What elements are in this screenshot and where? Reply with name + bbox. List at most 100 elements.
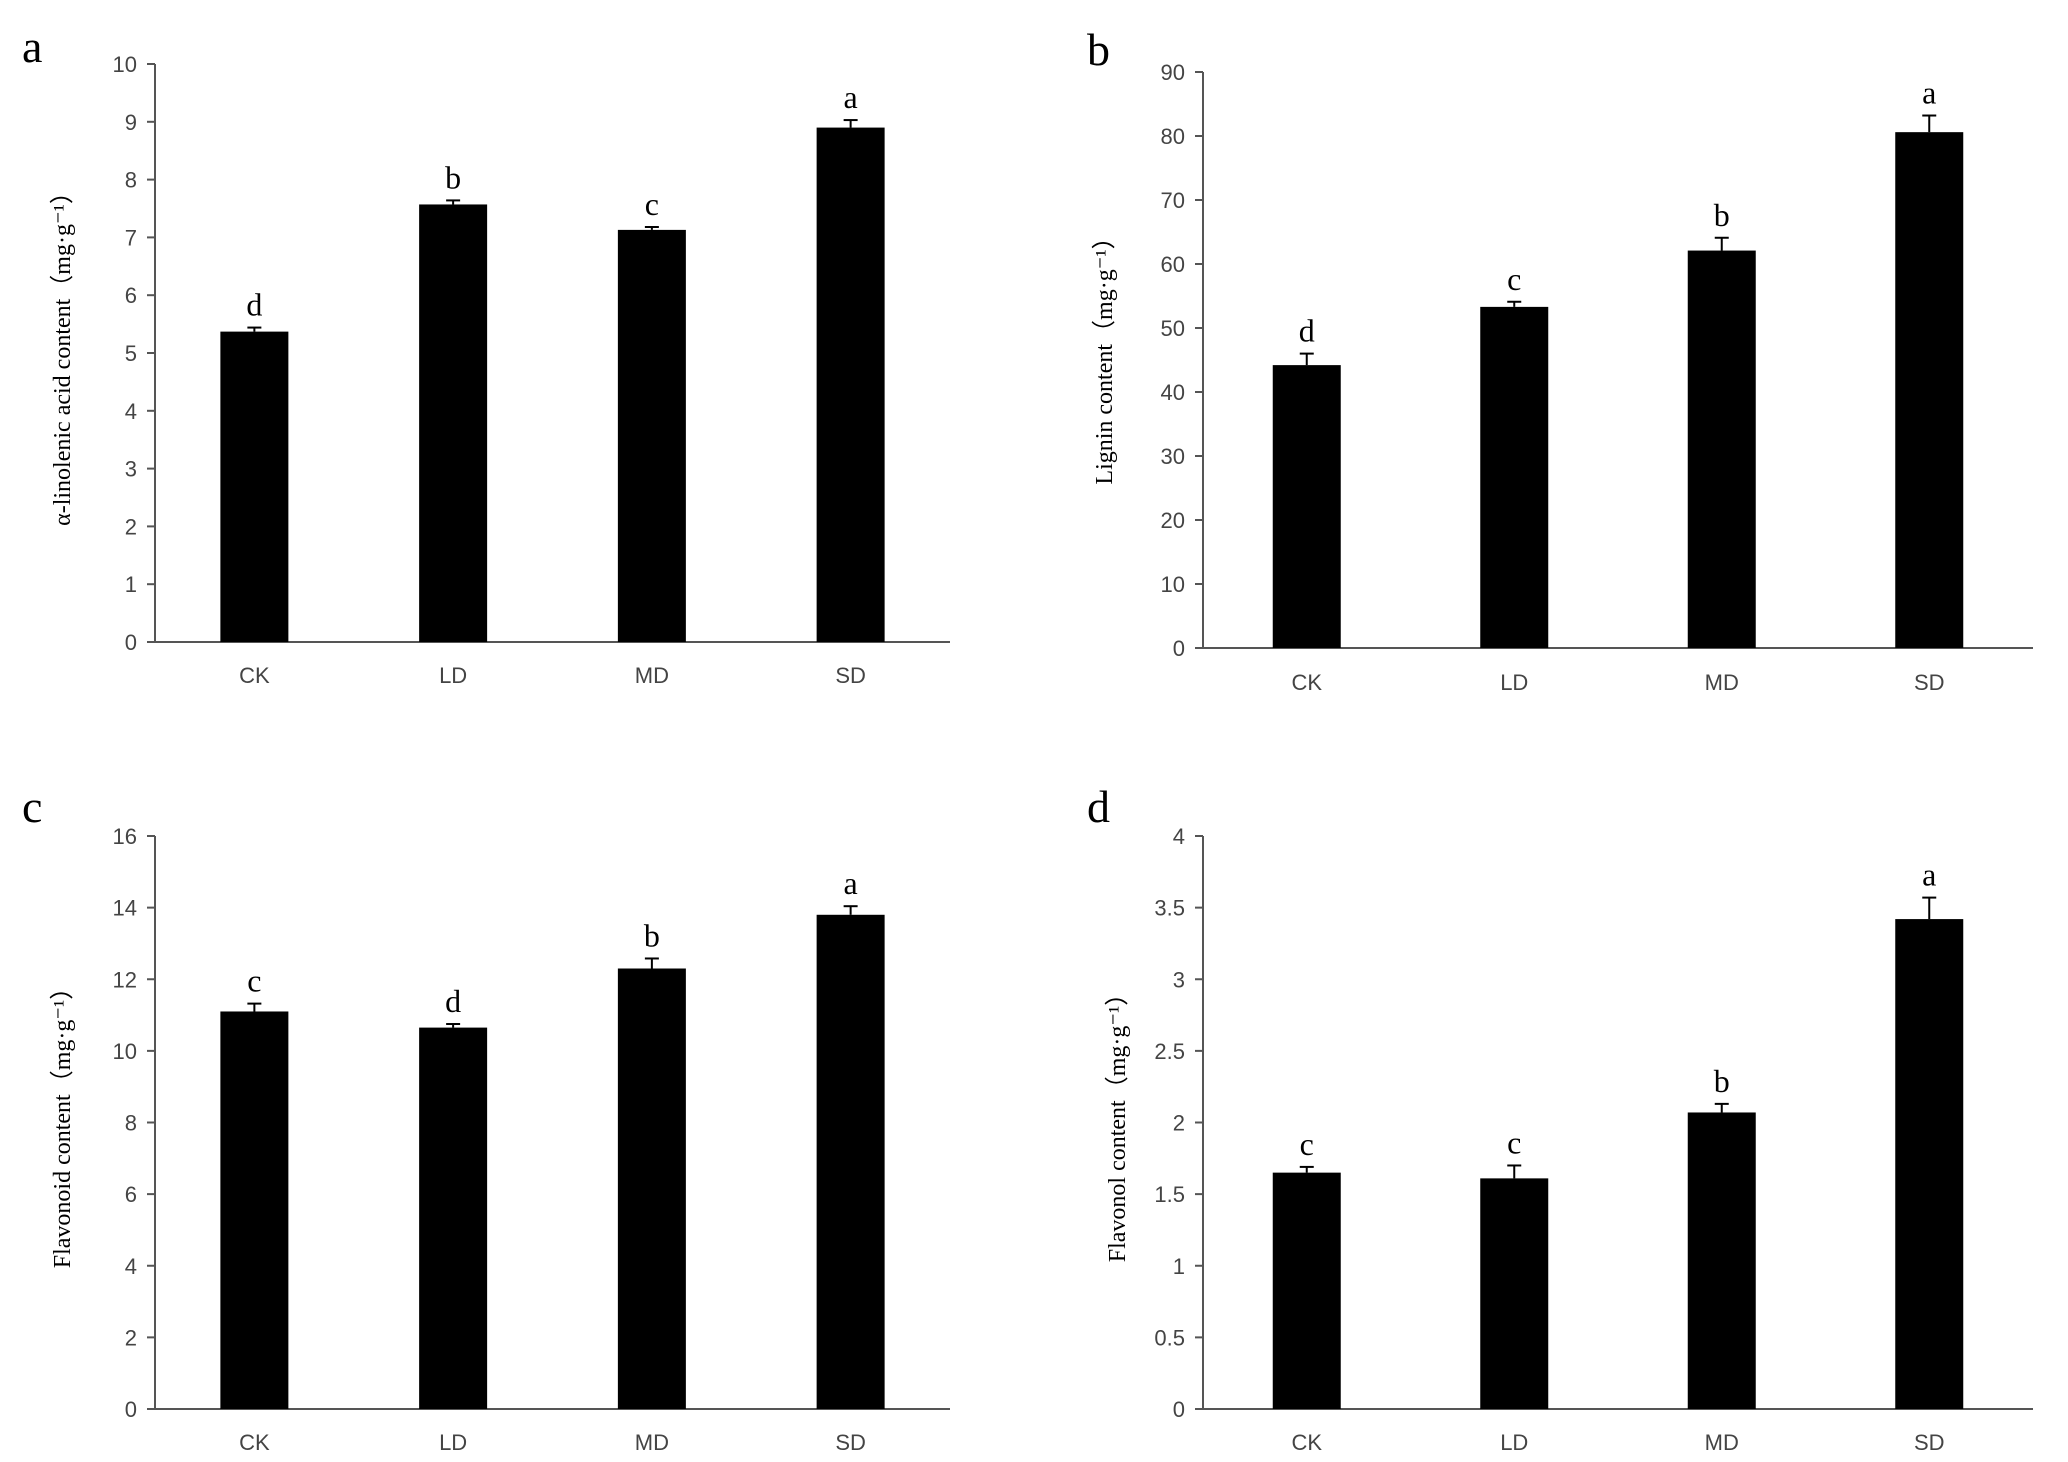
x-category-label: CK <box>1291 670 1322 695</box>
y-tick-label: 4 <box>1173 824 1185 849</box>
significance-letter: c <box>645 186 659 222</box>
x-category-label: CK <box>239 663 270 688</box>
y-tick-label: 50 <box>1161 316 1185 341</box>
bar-sd <box>1895 919 1964 1409</box>
bar-md <box>1687 250 1756 648</box>
bar-ld <box>419 1027 488 1409</box>
significance-letter: b <box>1714 1063 1730 1099</box>
bar-md <box>617 229 686 643</box>
y-tick-label: 3 <box>1173 967 1185 992</box>
bar-md <box>617 968 686 1409</box>
significance-letter: d <box>246 287 262 323</box>
x-category-label: MD <box>635 663 669 688</box>
y-tick-label: 6 <box>125 1182 137 1207</box>
panel-letter: b <box>1087 24 1110 75</box>
x-category-label: SD <box>835 663 866 688</box>
significance-letter: d <box>445 983 461 1019</box>
y-tick-label: 10 <box>113 52 137 77</box>
y-tick-label: 6 <box>125 283 137 308</box>
significance-letter: d <box>1299 313 1315 349</box>
y-tick-label: 20 <box>1161 508 1185 533</box>
bar-sd <box>816 127 885 642</box>
y-tick-label: 10 <box>113 1039 137 1064</box>
bar-ck <box>220 1011 289 1409</box>
bar-ld <box>1480 1178 1549 1409</box>
y-tick-label: 1.5 <box>1154 1182 1185 1207</box>
x-category-label: MD <box>635 1430 669 1455</box>
panel-b-group: b Lignin content（mg·g⁻¹） 0 10 20 30 40 50 60 70 80… <box>1087 24 2033 695</box>
x-category-label: LD <box>1500 1430 1528 1455</box>
y-tick-label: 2.5 <box>1154 1039 1185 1064</box>
y-tick-label: 70 <box>1161 188 1185 213</box>
y-tick-label: 12 <box>113 967 137 992</box>
y-tick-label: 80 <box>1161 124 1185 149</box>
panel-letter: d <box>1087 781 1110 832</box>
significance-letter: a <box>1922 75 1936 111</box>
bar-ck <box>1272 365 1341 648</box>
y-tick-label: 8 <box>125 168 137 193</box>
significance-letter: a <box>1922 857 1936 893</box>
panel-letter: a <box>22 21 42 72</box>
y-tick-label: 40 <box>1161 380 1185 405</box>
y-tick-label: 14 <box>113 896 137 921</box>
x-category-label: MD <box>1705 670 1739 695</box>
y-axis-title: Lignin content（mg·g⁻¹） <box>1092 225 1118 484</box>
y-tick-label: 30 <box>1161 444 1185 469</box>
bar-ck <box>220 331 289 642</box>
y-tick-label: 2 <box>125 1325 137 1350</box>
y-tick-label: 2 <box>125 514 137 539</box>
panel-a-group: a α-linolenic acid content（mg·g⁻¹） 0 1 2 3 4 5 6… <box>22 21 950 688</box>
bar-md <box>1687 1112 1756 1409</box>
y-tick-label: 1 <box>125 572 137 597</box>
x-category-label: MD <box>1705 1430 1739 1455</box>
x-category-label: CK <box>239 1430 270 1455</box>
bar-sd <box>816 914 885 1409</box>
x-category-label: SD <box>1914 1430 1945 1455</box>
x-category-label: SD <box>1914 670 1945 695</box>
y-tick-label: 0 <box>1173 636 1185 661</box>
significance-letter: b <box>1714 197 1730 233</box>
y-tick-label: 7 <box>125 225 137 250</box>
y-tick-label: 8 <box>125 1111 137 1136</box>
bar-ck <box>1272 1172 1341 1409</box>
panel-d-group: d Flavonol content（mg·g⁻¹） 0 0.5 1 1.5 2 2.5 3 3.… <box>1087 781 2033 1455</box>
y-tick-label: 90 <box>1161 60 1185 85</box>
y-tick-label: 0 <box>125 630 137 655</box>
y-tick-label: 5 <box>125 341 137 366</box>
y-tick-label: 0 <box>125 1397 137 1422</box>
bar-sd <box>1895 132 1964 648</box>
significance-letter: a <box>844 865 858 901</box>
y-tick-label: 0.5 <box>1154 1325 1185 1350</box>
x-category-label: SD <box>835 1430 866 1455</box>
bar-ld <box>1480 306 1549 648</box>
y-tick-label: 4 <box>125 1254 137 1279</box>
y-tick-label: 4 <box>125 399 137 424</box>
y-tick-label: 16 <box>113 824 137 849</box>
significance-letter: c <box>1507 1124 1521 1160</box>
y-axis-title: α-linolenic acid content（mg·g⁻¹） <box>50 180 76 526</box>
y-tick-label: 3 <box>125 457 137 482</box>
panel-letter: c <box>22 781 42 832</box>
y-axis-title: Flavonoid content（mg·g⁻¹） <box>50 976 76 1269</box>
significance-letter: c <box>1300 1126 1314 1162</box>
significance-letter: b <box>445 159 461 195</box>
y-tick-label: 1 <box>1173 1254 1185 1279</box>
y-tick-label: 3.5 <box>1154 896 1185 921</box>
y-tick-label: 0 <box>1173 1397 1185 1422</box>
x-category-label: LD <box>1500 670 1528 695</box>
y-tick-label: 60 <box>1161 252 1185 277</box>
x-category-label: LD <box>439 663 467 688</box>
y-tick-label: 9 <box>125 110 137 135</box>
panel-c-group: c Flavonoid content（mg·g⁻¹） 0 2 4 6 8 10 12 14 16 c… <box>22 781 950 1455</box>
x-category-label: CK <box>1291 1430 1322 1455</box>
x-category-label: LD <box>439 1430 467 1455</box>
bar-ld <box>419 204 488 643</box>
significance-letter: a <box>844 79 858 115</box>
y-axis-title: Flavonol content（mg·g⁻¹） <box>1105 982 1131 1263</box>
significance-letter: b <box>644 917 660 953</box>
y-tick-label: 10 <box>1161 572 1185 597</box>
y-tick-label: 2 <box>1173 1111 1185 1136</box>
significance-letter: c <box>247 963 261 999</box>
significance-letter: c <box>1507 261 1521 297</box>
